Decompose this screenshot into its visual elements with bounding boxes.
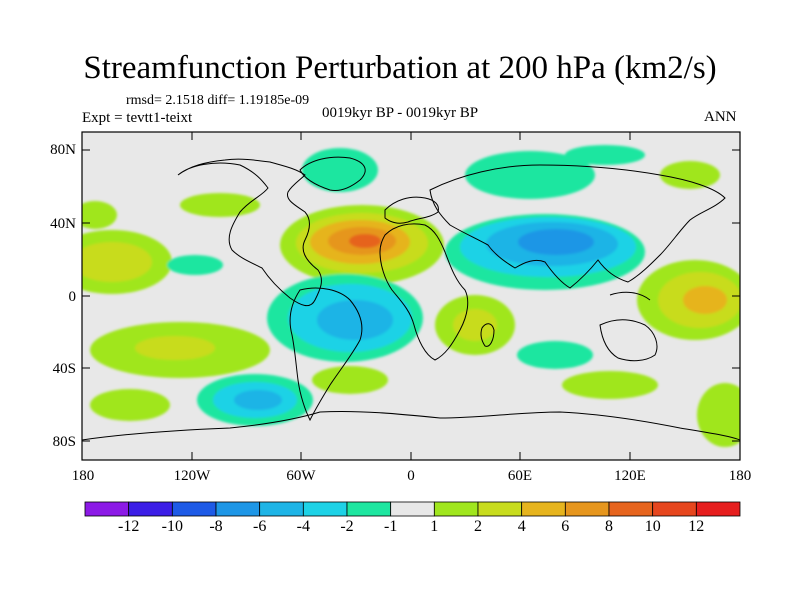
contour-region xyxy=(312,366,388,394)
coastline-maritime-continent xyxy=(609,291,651,301)
colorbar-swatch xyxy=(608,501,654,517)
colorbar xyxy=(84,501,741,517)
colorbar-label: 4 xyxy=(517,518,526,535)
x-tick-label: 120E xyxy=(614,468,646,484)
colorbar-label: -4 xyxy=(296,518,310,535)
colorbar-swatch xyxy=(390,501,435,517)
contour-region xyxy=(465,151,595,199)
contour-region xyxy=(518,229,594,255)
y-tick-label: 80N xyxy=(50,142,76,158)
colorbar-swatch xyxy=(171,501,217,517)
x-tick-label: 60E xyxy=(507,468,533,484)
page-title: Streamfunction Perturbation at 200 hPa (… xyxy=(83,50,717,86)
colorbar-swatch xyxy=(302,501,348,517)
contour-region xyxy=(660,161,720,189)
contour-region xyxy=(317,300,393,340)
colorbar-swatch xyxy=(259,501,304,517)
y-tick-label: 0 xyxy=(68,289,77,305)
colorbar-swatch xyxy=(695,501,741,517)
colorbar-swatch xyxy=(215,501,261,517)
x-tick-label: 120W xyxy=(173,468,211,484)
contour-region xyxy=(697,383,740,447)
colorbar-label: 12 xyxy=(688,518,705,535)
colorbar-swatch xyxy=(346,501,392,517)
coastline-asia xyxy=(429,164,726,289)
colorbar-label: -8 xyxy=(209,518,223,535)
contour-region xyxy=(683,286,727,314)
contour-region xyxy=(167,255,223,275)
x-tick-label: 60W xyxy=(286,468,316,484)
contour-region xyxy=(453,309,497,341)
colorbar-label: -1 xyxy=(384,518,398,535)
coastline-south-america xyxy=(289,287,363,422)
expt-label: Expt = tevtt1-teixt xyxy=(82,110,193,126)
colorbar-label: 8 xyxy=(605,518,613,535)
contour-region xyxy=(302,148,378,192)
coastline-greenland xyxy=(299,156,366,191)
colorbar-swatch xyxy=(521,501,566,517)
x-tick-label: 180 xyxy=(728,468,752,484)
contour-region xyxy=(82,201,117,229)
contour-region xyxy=(234,390,282,410)
coastline-north-america xyxy=(177,158,322,307)
coastline-africa xyxy=(379,223,469,361)
contour-region xyxy=(349,234,381,248)
contour-region xyxy=(562,371,658,399)
colorbar-swatch xyxy=(652,501,697,517)
colorbar-swatch xyxy=(433,501,479,517)
y-tick-label: 80S xyxy=(52,434,76,450)
season-label: ANN xyxy=(704,109,737,125)
contour-region xyxy=(180,193,260,217)
contour-region xyxy=(135,336,215,360)
coastline-antarctica xyxy=(82,410,740,441)
contour-region xyxy=(82,242,152,282)
colorbar-swatch xyxy=(477,501,523,517)
period-label: 0019kyr BP - 0019kyr BP xyxy=(322,105,479,121)
coastline-australia xyxy=(599,319,658,362)
colorbar-swatch xyxy=(564,501,610,517)
stats-line: rmsd= 2.1518 diff= 1.19185e-09 xyxy=(126,93,310,108)
coastlines xyxy=(82,156,740,441)
x-tick-label: 180 xyxy=(71,468,95,484)
axis-ticks xyxy=(82,132,740,460)
contour-region xyxy=(565,145,645,165)
coastline-madagascar xyxy=(480,323,495,347)
y-tick-label: 40N xyxy=(50,216,76,232)
colorbar-label: 2 xyxy=(474,518,482,535)
colorbar-label: 1 xyxy=(430,518,439,535)
colorbar-label: -12 xyxy=(118,518,140,535)
colorbar-label: -2 xyxy=(340,518,354,535)
contour-field xyxy=(82,132,740,460)
contour-region xyxy=(517,341,593,369)
colorbar-swatch xyxy=(84,501,130,517)
x-tick-label: 0 xyxy=(407,468,415,484)
coastline-europe xyxy=(384,196,439,224)
colorbar-label: -10 xyxy=(161,518,183,535)
colorbar-label: 6 xyxy=(561,518,570,535)
colorbar-label: -6 xyxy=(253,518,267,535)
colorbar-label: 10 xyxy=(644,518,661,535)
contour-region xyxy=(90,389,170,421)
y-tick-label: 40S xyxy=(52,361,76,377)
colorbar-swatch xyxy=(128,501,173,517)
